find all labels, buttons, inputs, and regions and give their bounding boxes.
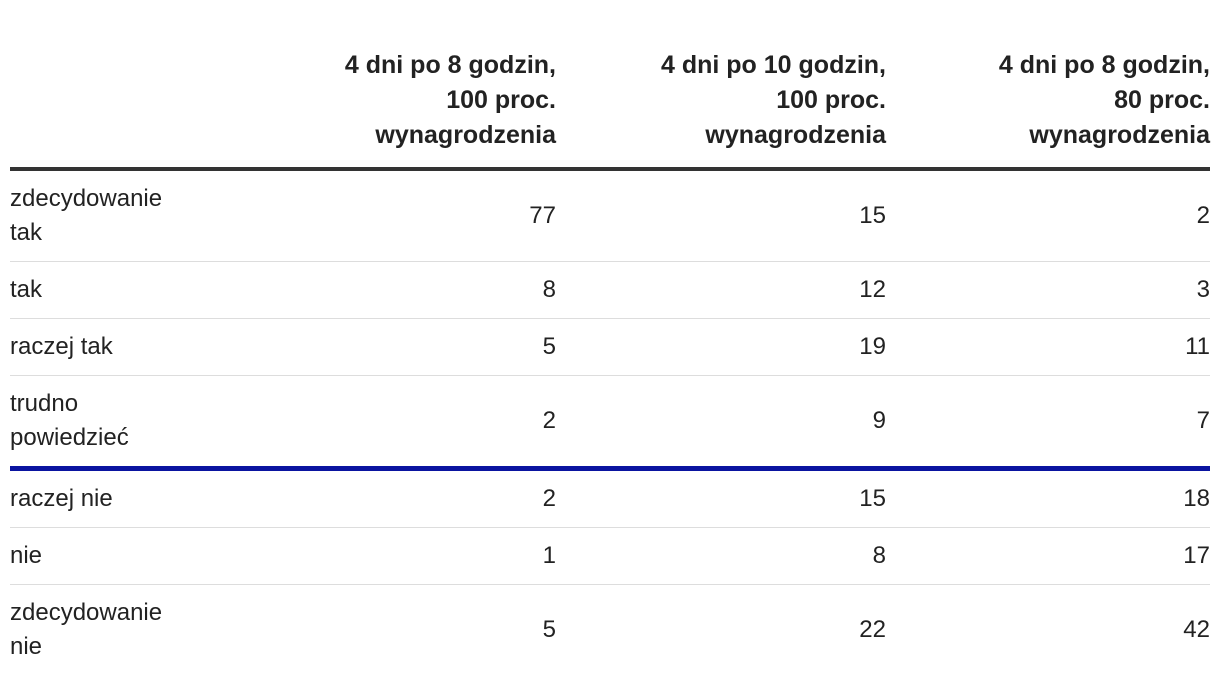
table-body: zdecydowanie tak 77 15 2 tak 8 12 3 raczej tak 5 1… <box>10 169 1210 675</box>
row-label: trudno powiedzieć <box>10 390 129 451</box>
row-label-cell: nie <box>10 527 230 585</box>
table-row: trudno powiedzieć 2 9 7 <box>10 375 1210 471</box>
row-label-cell: trudno powiedzieć <box>10 375 230 471</box>
row-label-cell: raczej nie <box>10 468 230 528</box>
table-row: tak 8 12 3 <box>10 261 1210 319</box>
cell: 12 <box>556 261 886 319</box>
cell: 1 <box>230 527 556 585</box>
header-line: wynagrodzenia <box>375 121 556 149</box>
cell: 2 <box>886 169 1210 262</box>
cell: 8 <box>556 527 886 585</box>
header-line: 100 proc. <box>446 86 556 114</box>
column-header: 4 dni po 8 godzin, 80 proc. wynagrodzenia <box>886 48 1210 171</box>
header-line: 4 dni po 8 godzin, <box>344 51 556 79</box>
cell: 9 <box>556 375 886 471</box>
row-label: zdecydowanie tak <box>10 185 163 246</box>
row-label: zdecydowanie nie <box>10 599 163 660</box>
cell: 15 <box>556 468 886 528</box>
corner <box>10 48 230 171</box>
header-row: 4 dni po 8 godzin, 100 proc. wynagrodzenia… <box>10 48 1210 171</box>
header-line: wynagrodzenia <box>1029 121 1210 149</box>
row-label-cell: raczej tak <box>10 318 230 376</box>
header-line: 4 dni po 10 godzin, <box>661 51 886 79</box>
table-row: zdecydowanie nie 5 22 42 <box>10 585 1210 676</box>
table-row: raczej nie 2 15 18 <box>10 468 1210 528</box>
cell: 18 <box>886 468 1210 528</box>
header-line: 4 dni po 8 godzin, <box>998 51 1210 79</box>
cell: 8 <box>230 261 556 319</box>
row-label: raczej tak <box>10 333 113 360</box>
row-label: nie <box>10 542 43 569</box>
cell: 2 <box>230 375 556 471</box>
row-label: raczej nie <box>10 485 113 512</box>
row-label-cell: tak <box>10 261 230 319</box>
cell: 17 <box>886 527 1210 585</box>
cell: 22 <box>859 616 886 643</box>
table-wrap: 4 dni po 8 godzin, 100 proc. wynagrodzenia… <box>10 48 1210 675</box>
table-row: zdecydowanie tak 77 15 2 <box>10 169 1210 262</box>
cell: 5 <box>542 616 556 643</box>
cell: 11 <box>886 318 1210 376</box>
header-line: 80 proc. <box>1114 86 1210 114</box>
cell: 2 <box>230 468 556 528</box>
cell: 7 <box>886 375 1210 471</box>
table-row: nie 1 8 17 <box>10 527 1210 585</box>
cell: 3 <box>886 261 1210 319</box>
row-label-cell: zdecydowanie tak <box>10 169 230 262</box>
cell: 77 <box>230 169 556 262</box>
cell: 42 <box>1183 616 1210 643</box>
row-label-cell: zdecydowanie nie <box>10 585 230 676</box>
column-header: 4 dni po 8 godzin, 100 proc. wynagrodzenia <box>230 48 556 171</box>
table-row: raczej tak 5 19 11 <box>10 318 1210 376</box>
table: 4 dni po 8 godzin, 100 proc. wynagrodzenia… <box>10 48 1210 675</box>
row-label: tak <box>10 276 43 303</box>
column-header: 4 dni po 10 godzin, 100 proc. wynagrodzeni… <box>556 48 886 171</box>
header-line: 100 proc. <box>776 86 886 114</box>
cell: 19 <box>556 318 886 376</box>
header-line: wynagrodzenia <box>705 121 886 149</box>
cell: 5 <box>230 318 556 376</box>
cell: 15 <box>556 169 886 262</box>
